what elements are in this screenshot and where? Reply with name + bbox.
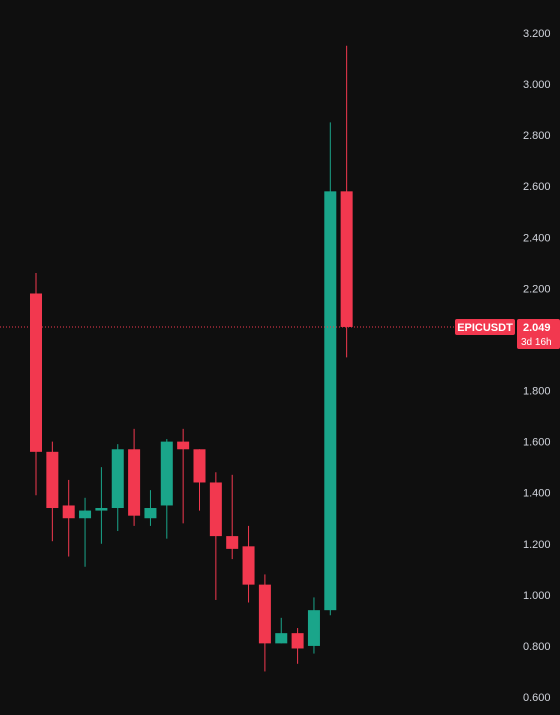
symbol-label-box [455, 318, 515, 335]
candle-body-down [242, 546, 255, 585]
y-tick-label: 3.000 [523, 79, 551, 91]
candle-body-down [177, 441, 190, 450]
last-price-badge [517, 318, 560, 349]
candle-body-up [275, 633, 288, 644]
candle-body-up [144, 508, 157, 519]
candle-body-down [209, 482, 222, 537]
candle-body-down [258, 584, 271, 644]
y-tick-label: 1.400 [523, 488, 551, 500]
y-tick-label: 2.400 [523, 232, 551, 244]
candle-body-up [160, 441, 173, 506]
candle-body-up [111, 449, 124, 509]
candle-body-down [226, 536, 239, 549]
candle-body-up [95, 508, 108, 511]
candle-body-down [62, 505, 75, 519]
candle-body-down [291, 633, 304, 649]
y-tick-label: 0.800 [523, 641, 551, 653]
last-price-label: 2.049 [523, 322, 551, 334]
candle-body-down [128, 449, 141, 516]
symbol-label: EPICUSDT [457, 322, 513, 334]
candle-body-down [340, 191, 353, 327]
y-tick-label: 1.600 [523, 437, 551, 449]
y-tick-label: 3.200 [523, 28, 551, 40]
y-tick-label: 2.200 [523, 283, 551, 295]
y-tick-label: 0.600 [523, 692, 551, 704]
countdown-label: 3d 16h [521, 337, 552, 348]
y-tick-label: 1.200 [523, 539, 551, 551]
y-tick-label: 1.000 [523, 590, 551, 602]
y-tick-label: 2.800 [523, 130, 551, 142]
y-tick-label: 1.800 [523, 386, 551, 398]
candle-body-up [324, 191, 337, 611]
candle-body-down [193, 449, 206, 483]
candle-body-down [30, 293, 42, 452]
y-tick-label: 2.600 [523, 181, 551, 193]
candle-body-up [307, 610, 320, 646]
candle-body-down [46, 451, 59, 509]
candle-body-up [79, 510, 92, 519]
